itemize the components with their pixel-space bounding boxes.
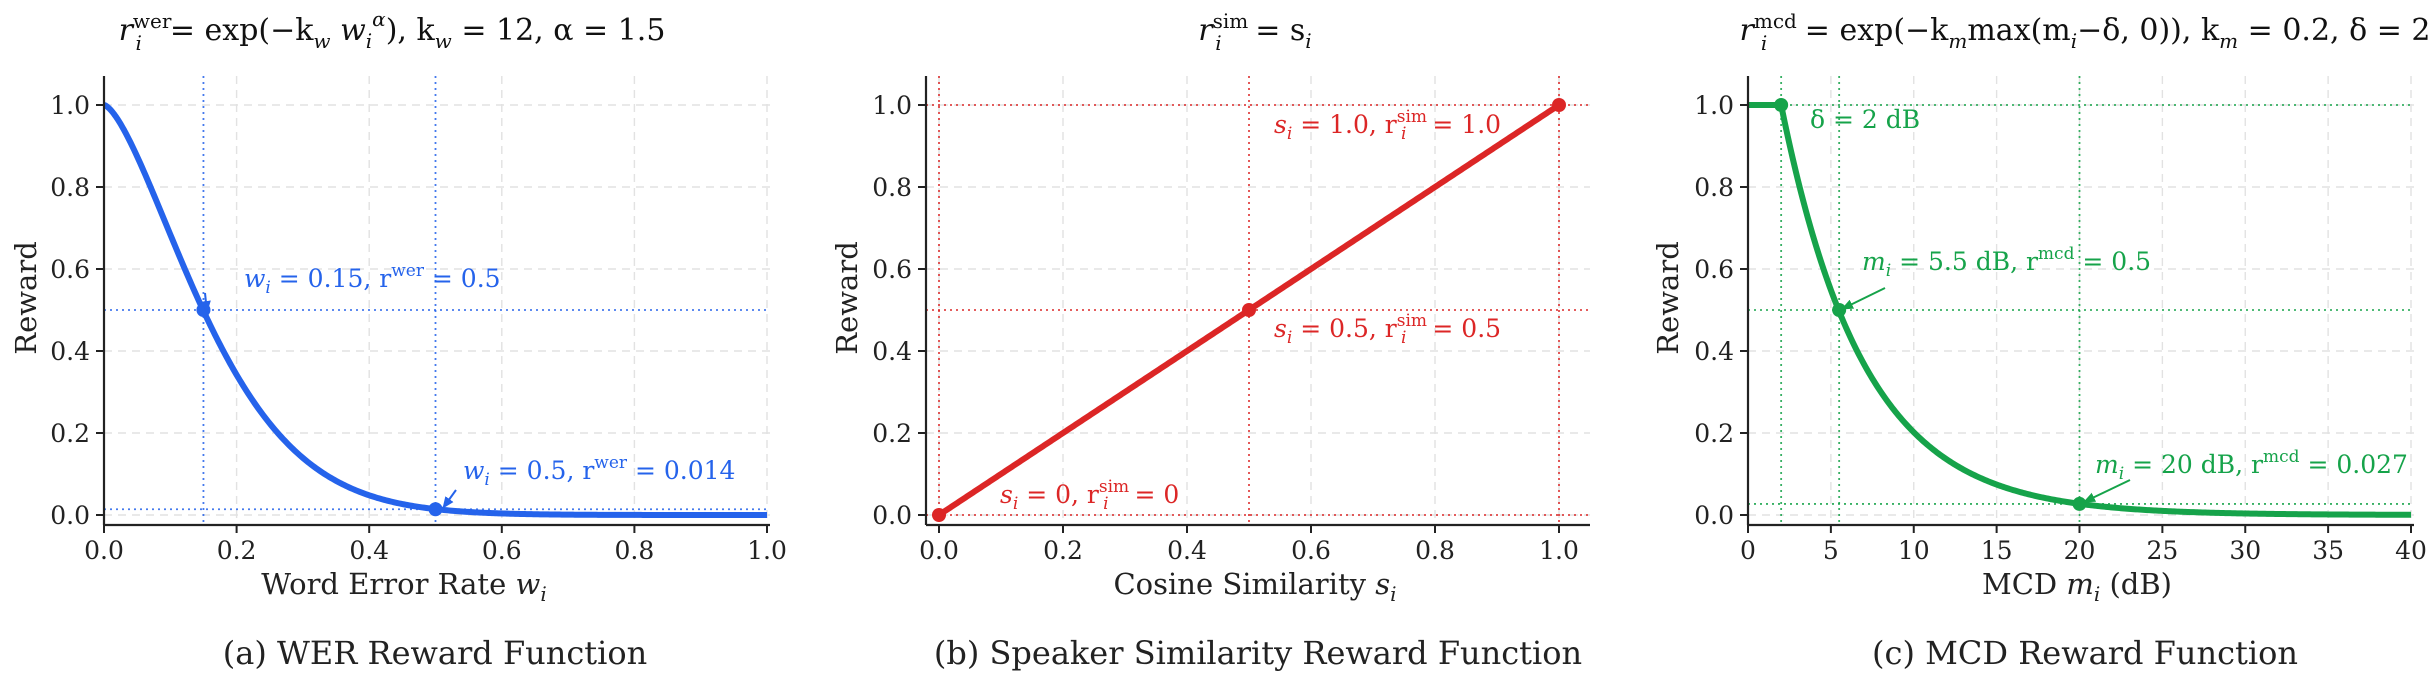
panel-c-y-tick-label: 0.0 bbox=[1694, 501, 1734, 530]
panel-a-ylabel: Reward bbox=[9, 241, 43, 355]
panel-c-y-tick-label: 0.8 bbox=[1694, 173, 1734, 202]
panel-b-y-tick-label: 0.2 bbox=[872, 419, 912, 448]
annotation-arrow-c3 bbox=[2083, 479, 2131, 503]
panel-c-y-tick-label: 0.4 bbox=[1694, 337, 1734, 366]
panel-b-y-tick-label: 1.0 bbox=[872, 91, 912, 120]
annotation-c2: mi = 5.5 dB, rmcd = 0.5 bbox=[1862, 244, 2151, 281]
panel-b-ylabel: Reward bbox=[830, 241, 864, 355]
panel-b-x-tick-label: 1.0 bbox=[1539, 536, 1579, 565]
annotation-c1: δ = 2 dB bbox=[1810, 105, 1920, 134]
annotation-b1: si = 0, rsim i = 0 bbox=[1000, 477, 1179, 514]
panel-b-caption: (b) Speaker Similarity Reward Function bbox=[934, 634, 1582, 672]
panel-a-xlabel: Word Error Rate wi bbox=[261, 567, 546, 606]
annotation-arrow-a1 bbox=[200, 292, 211, 313]
panel-a-y-tick-label: 0.4 bbox=[50, 337, 90, 366]
panel-a-y-tick-label: 1.0 bbox=[50, 91, 90, 120]
panel-b-ticks: 0.0 0.2 0.4 0.6 0.8 1.0 0.0 0.2 0.4 0.6 0.8 1.0 bbox=[872, 91, 1579, 565]
panel-b-x-tick-label: 0.0 bbox=[919, 536, 959, 565]
panel-b-axes bbox=[924, 76, 1590, 527]
panel-c-x-tick-label: 15 bbox=[1981, 536, 2013, 565]
panel-c-point bbox=[1774, 98, 1789, 112]
panel-a-axes bbox=[102, 76, 770, 527]
panel-b-guides bbox=[926, 76, 1590, 525]
panel-c-y-tick-label: 1.0 bbox=[1694, 91, 1734, 120]
panel-b-x-tick-label: 0.6 bbox=[1291, 536, 1331, 565]
panel-a-caption: (a) WER Reward Function bbox=[223, 634, 648, 672]
panel-c-point bbox=[1832, 303, 1847, 317]
panel-a-y-tick-label: 0.6 bbox=[50, 255, 90, 284]
panel-c-x-tick-label: 5 bbox=[1823, 536, 1839, 565]
panel-b-point bbox=[1242, 303, 1256, 317]
panel-c-caption: (c) MCD Reward Function bbox=[1872, 634, 2298, 672]
annotation-b2: si = 0.5, rsim i = 0.5 bbox=[1274, 311, 1501, 348]
panel-a-ticks: 0.0 0.2 0.4 0.6 0.8 1.0 0.0 0.2 0.4 0.6 0.8 1.0 bbox=[50, 91, 787, 565]
annotation-b3: si = 1.0, rsim i = 1.0 bbox=[1274, 107, 1501, 144]
panel-c-mcd: rmcd i = exp(−kmmax(mi−δ, 0)), km = 0.2, … bbox=[1651, 9, 2430, 672]
panel-b-y-tick-label: 0.6 bbox=[872, 255, 912, 284]
panel-b-similarity: rsim i = si 0.0 0.2 0.4 0.6 0.8 1.00.00.20.40.… bbox=[830, 9, 1590, 672]
annotation-c3: mi = 20 dB, rmcd = 0.027 bbox=[2095, 447, 2408, 484]
panel-b-point bbox=[1552, 98, 1566, 112]
panel-c-axes bbox=[1746, 76, 2414, 527]
panel-a-point bbox=[428, 502, 443, 517]
panel-c-x-tick-label: 10 bbox=[1898, 536, 1930, 565]
panel-b-point bbox=[932, 508, 946, 522]
panel-a-x-tick-label: 0.0 bbox=[84, 536, 124, 565]
panel-c-x-tick-label: 30 bbox=[2229, 536, 2261, 565]
annotation-a2: wi = 0.5, rwer = 0.014 bbox=[463, 453, 735, 490]
panel-a-wer: rwer i = exp(−kw wiα), kw = 12, α = 1.5 0.… bbox=[9, 7, 787, 672]
panel-b-y-tick-label: 0.0 bbox=[872, 501, 912, 530]
panel-a-x-tick-label: 0.8 bbox=[615, 536, 655, 565]
annotation-arrow-a2 bbox=[442, 489, 457, 509]
panel-b-x-tick-label: 0.2 bbox=[1043, 536, 1083, 565]
panel-c-ticks: 0 5 10 15 20 25 30 35 40 0.0 0.2 0.4 0.6 0.8 1.0 bbox=[1694, 91, 2427, 565]
panel-a-y-tick-label: 0.8 bbox=[50, 173, 90, 202]
panel-a-x-tick-label: 1.0 bbox=[747, 536, 787, 565]
panel-c-y-tick-label: 0.6 bbox=[1694, 255, 1734, 284]
panel-c-x-tick-label: 20 bbox=[2064, 536, 2096, 565]
panel-a-title: rwer i = exp(−kw wiα), kw = 12, α = 1.5 bbox=[119, 7, 666, 55]
panel-a-y-tick-label: 0.2 bbox=[50, 419, 90, 448]
panel-a-x-tick-label: 0.4 bbox=[349, 536, 389, 565]
panel-b-xlabel: Cosine Similarity si bbox=[1113, 567, 1396, 606]
panel-c-xlabel: MCD mi (dB) bbox=[1982, 567, 2172, 606]
annotation-arrow-c2 bbox=[1841, 287, 1886, 310]
panel-a-x-tick-label: 0.6 bbox=[482, 536, 522, 565]
panel-b-x-tick-label: 0.8 bbox=[1415, 536, 1455, 565]
panel-c-x-tick-label: 25 bbox=[2146, 536, 2178, 565]
panel-c-point bbox=[2072, 496, 2087, 511]
panel-c-x-tick-label: 35 bbox=[2312, 536, 2344, 565]
panel-b-title: rsim i = si bbox=[1198, 9, 1311, 55]
panel-b-points bbox=[932, 98, 1566, 522]
panel-a-x-tick-label: 0.2 bbox=[217, 536, 257, 565]
panel-c-x-tick-label: 0 bbox=[1740, 536, 1756, 565]
panel-c-x-tick-label: 40 bbox=[2395, 536, 2427, 565]
panel-b-y-tick-label: 0.4 bbox=[872, 337, 912, 366]
panel-a-point bbox=[196, 303, 211, 317]
panel-c-ylabel: Reward bbox=[1651, 241, 1685, 355]
panel-b-y-tick-label: 0.8 bbox=[872, 173, 912, 202]
panel-c-title: rmcd i = exp(−kmmax(mi−δ, 0)), km = 0.2, … bbox=[1740, 9, 2431, 55]
panel-b-x-tick-label: 0.4 bbox=[1167, 536, 1207, 565]
panel-a-points bbox=[196, 303, 443, 517]
panel-c-y-tick-label: 0.2 bbox=[1694, 419, 1734, 448]
annotation-a1: wi = 0.15, rwer = 0.5 bbox=[244, 261, 501, 298]
panel-a-y-tick-label: 0.0 bbox=[50, 501, 90, 530]
